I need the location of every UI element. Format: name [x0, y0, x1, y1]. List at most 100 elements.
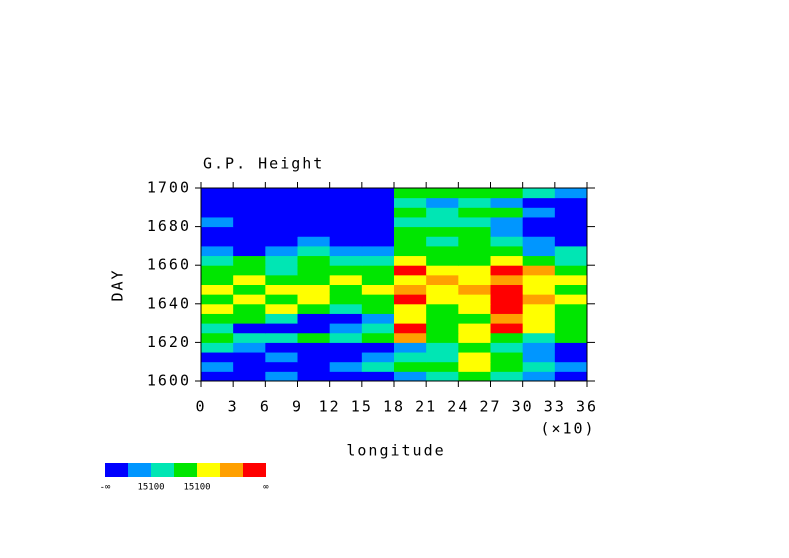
colorbar-box	[105, 463, 128, 477]
heat-cell	[297, 226, 331, 237]
heat-cell	[201, 255, 234, 266]
heat-cell	[297, 332, 331, 343]
heat-cell	[458, 332, 491, 343]
heat-cell	[490, 323, 524, 334]
heat-cell	[297, 342, 331, 353]
heat-cell	[554, 342, 588, 353]
heat-cell	[426, 303, 459, 314]
heat-cell	[265, 255, 298, 266]
heat-cell	[329, 303, 363, 314]
heat-cell	[490, 313, 524, 324]
heat-cell	[329, 284, 363, 295]
heat-cell	[458, 226, 491, 237]
heat-cell	[426, 332, 459, 343]
heat-cell	[458, 255, 491, 266]
heat-cell	[554, 226, 588, 237]
heat-cell	[554, 352, 588, 363]
heat-cell	[265, 197, 298, 208]
heat-cell	[490, 371, 524, 382]
heat-cell	[361, 284, 395, 295]
heat-cell	[329, 274, 363, 285]
heat-cell	[265, 226, 298, 237]
colorbar-label: 15100	[183, 483, 210, 493]
heat-cell	[522, 294, 556, 305]
heat-cell	[329, 313, 363, 324]
heat-cell	[361, 303, 395, 314]
heat-cell	[522, 352, 556, 363]
colorbar-box	[151, 463, 174, 477]
heat-cell	[554, 332, 588, 343]
heat-cell	[554, 284, 588, 295]
heat-cell	[426, 274, 459, 285]
heat-cell	[233, 245, 266, 257]
heat-cell	[522, 236, 556, 247]
x-tick-label: 27	[479, 398, 501, 416]
heat-cell	[522, 226, 556, 237]
heat-cell	[233, 352, 266, 363]
heat-cell	[265, 342, 298, 353]
heat-cell	[458, 188, 491, 199]
x-tick-label: 12	[319, 398, 341, 416]
heat-cell	[458, 284, 491, 295]
heat-cell	[361, 332, 395, 343]
heat-cell	[394, 265, 427, 276]
heat-cell	[361, 323, 395, 334]
heat-cell	[490, 245, 524, 257]
heat-cell	[201, 265, 234, 276]
heat-cell	[490, 255, 524, 266]
colorbar-label: 15100	[137, 483, 164, 493]
heat-cell	[490, 226, 524, 237]
heat-cell	[522, 207, 556, 218]
heat-cell	[490, 284, 524, 295]
heat-cell	[394, 352, 427, 363]
heat-cell	[201, 236, 234, 247]
heat-cell	[329, 294, 363, 305]
heat-cell	[522, 197, 556, 208]
heat-cell	[233, 197, 266, 208]
heat-cell	[554, 323, 588, 334]
heat-cell	[361, 342, 395, 353]
heat-cell	[490, 265, 524, 276]
heat-cell	[490, 207, 524, 218]
heat-cell	[554, 361, 588, 372]
heat-cell	[490, 342, 524, 353]
heat-cell	[458, 342, 491, 353]
heat-cell	[426, 265, 459, 276]
heat-cell	[394, 371, 427, 382]
heat-cell	[329, 245, 363, 257]
heat-cell	[361, 313, 395, 324]
heat-cell	[426, 197, 459, 208]
heat-cell	[394, 342, 427, 353]
heat-cell	[361, 361, 395, 372]
heat-cell	[201, 274, 234, 285]
heat-cell	[490, 332, 524, 343]
heat-cell	[361, 352, 395, 363]
heat-cell	[458, 361, 491, 372]
heat-cell	[458, 216, 491, 228]
heat-cell	[265, 371, 298, 382]
x-tick-label: 30	[512, 398, 534, 416]
y-tick-label: 1680	[147, 217, 191, 235]
heat-cell	[490, 188, 524, 199]
heat-cell	[522, 188, 556, 199]
heat-cell	[426, 216, 459, 228]
heat-cell	[490, 361, 524, 372]
heat-cell	[522, 255, 556, 266]
heat-cell	[265, 265, 298, 276]
heat-cell	[361, 371, 395, 382]
heat-cell	[394, 197, 427, 208]
heat-cell	[297, 313, 331, 324]
heat-cell	[265, 236, 298, 247]
heat-cell	[426, 294, 459, 305]
heat-cell	[522, 361, 556, 372]
heat-cell	[426, 361, 459, 372]
heat-cell	[233, 284, 266, 295]
heat-cell	[265, 323, 298, 334]
heat-cell	[554, 303, 588, 314]
heat-cell	[394, 245, 427, 257]
y-tick-label: 1660	[147, 256, 191, 274]
heat-cell	[233, 361, 266, 372]
heat-cell	[329, 197, 363, 208]
heat-cell	[233, 274, 266, 285]
heat-cell	[458, 236, 491, 247]
